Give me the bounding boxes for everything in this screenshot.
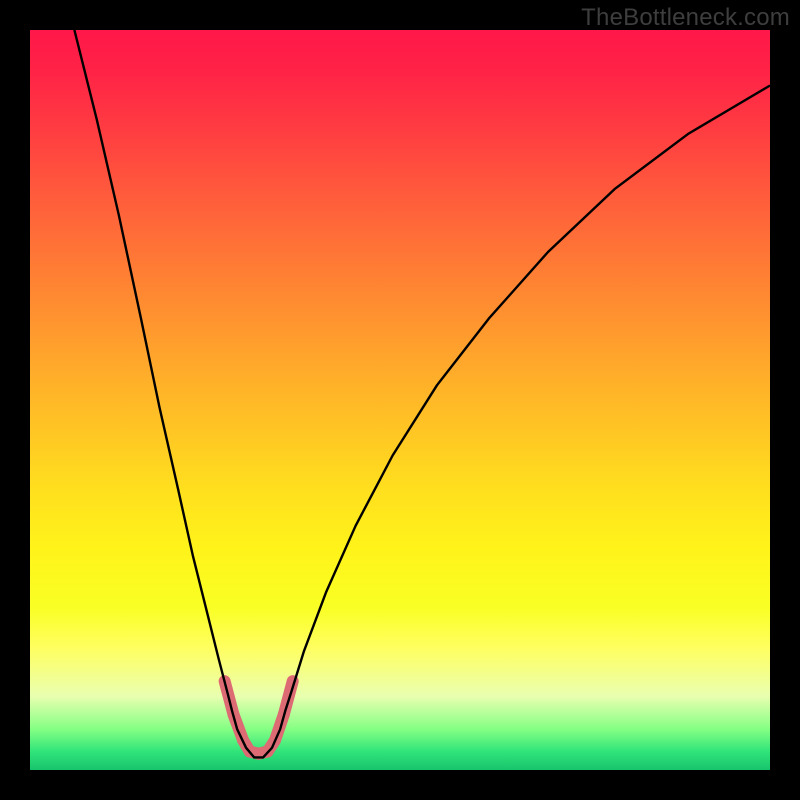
bottleneck-chart xyxy=(0,0,800,800)
chart-frame: TheBottleneck.com xyxy=(0,0,800,800)
chart-gradient-bg xyxy=(30,30,770,770)
watermark-text: TheBottleneck.com xyxy=(581,4,790,32)
